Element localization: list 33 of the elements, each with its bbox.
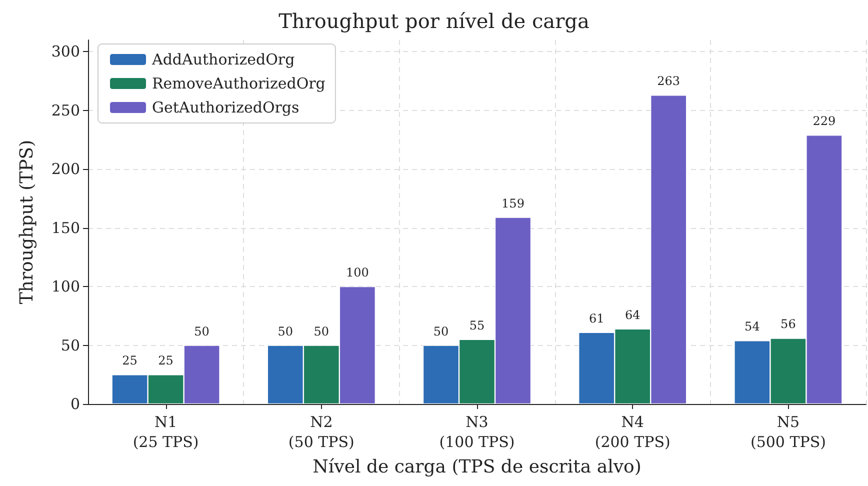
data-label: 25 — [158, 354, 174, 368]
data-label: 50 — [433, 324, 449, 338]
legend-label: GetAuthorizedOrgs — [152, 98, 300, 116]
data-label: 54 — [744, 320, 760, 334]
chart-title: Throughput por nível de carga — [278, 9, 590, 33]
y-tick-label: 300 — [51, 42, 80, 61]
y-tick-label: 150 — [51, 218, 80, 237]
data-label: 50 — [278, 324, 294, 338]
y-axis-title: Throughput (TPS) — [16, 140, 38, 304]
data-label: 25 — [122, 354, 138, 368]
x-tick-label: N4 (200 TPS) — [594, 413, 670, 451]
x-tick-label: N5 (500 TPS) — [750, 413, 826, 451]
data-label: 64 — [624, 308, 641, 322]
legend-label: AddAuthorizedOrg — [151, 50, 296, 68]
data-label: 55 — [469, 318, 485, 332]
data-label: 61 — [588, 311, 604, 326]
x-axis-title: Nível de carga (TPS de escrita alvo) — [312, 456, 642, 478]
y-tick-label: 50 — [60, 336, 80, 354]
x-tick-label: N2 (50 TPS) — [288, 413, 354, 451]
data-label: 159 — [502, 196, 524, 210]
x-tick-label: N1 (25 TPS) — [132, 413, 199, 451]
legend-label: RemoveAuthorizedOrg — [152, 74, 326, 92]
y-tick-label: 100 — [51, 278, 80, 296]
data-label: 229 — [812, 114, 836, 128]
y-tick-label: 0 — [70, 395, 80, 413]
y-tick-label: 200 — [51, 160, 80, 178]
data-label: 50 — [314, 324, 330, 338]
data-label: 100 — [346, 266, 369, 280]
y-tick-label: 250 — [51, 101, 80, 120]
x-tick-label: N3 (100 TPS) — [439, 413, 515, 451]
data-label: 56 — [780, 317, 796, 332]
data-label: 50 — [194, 324, 210, 338]
data-label: 263 — [657, 74, 680, 88]
